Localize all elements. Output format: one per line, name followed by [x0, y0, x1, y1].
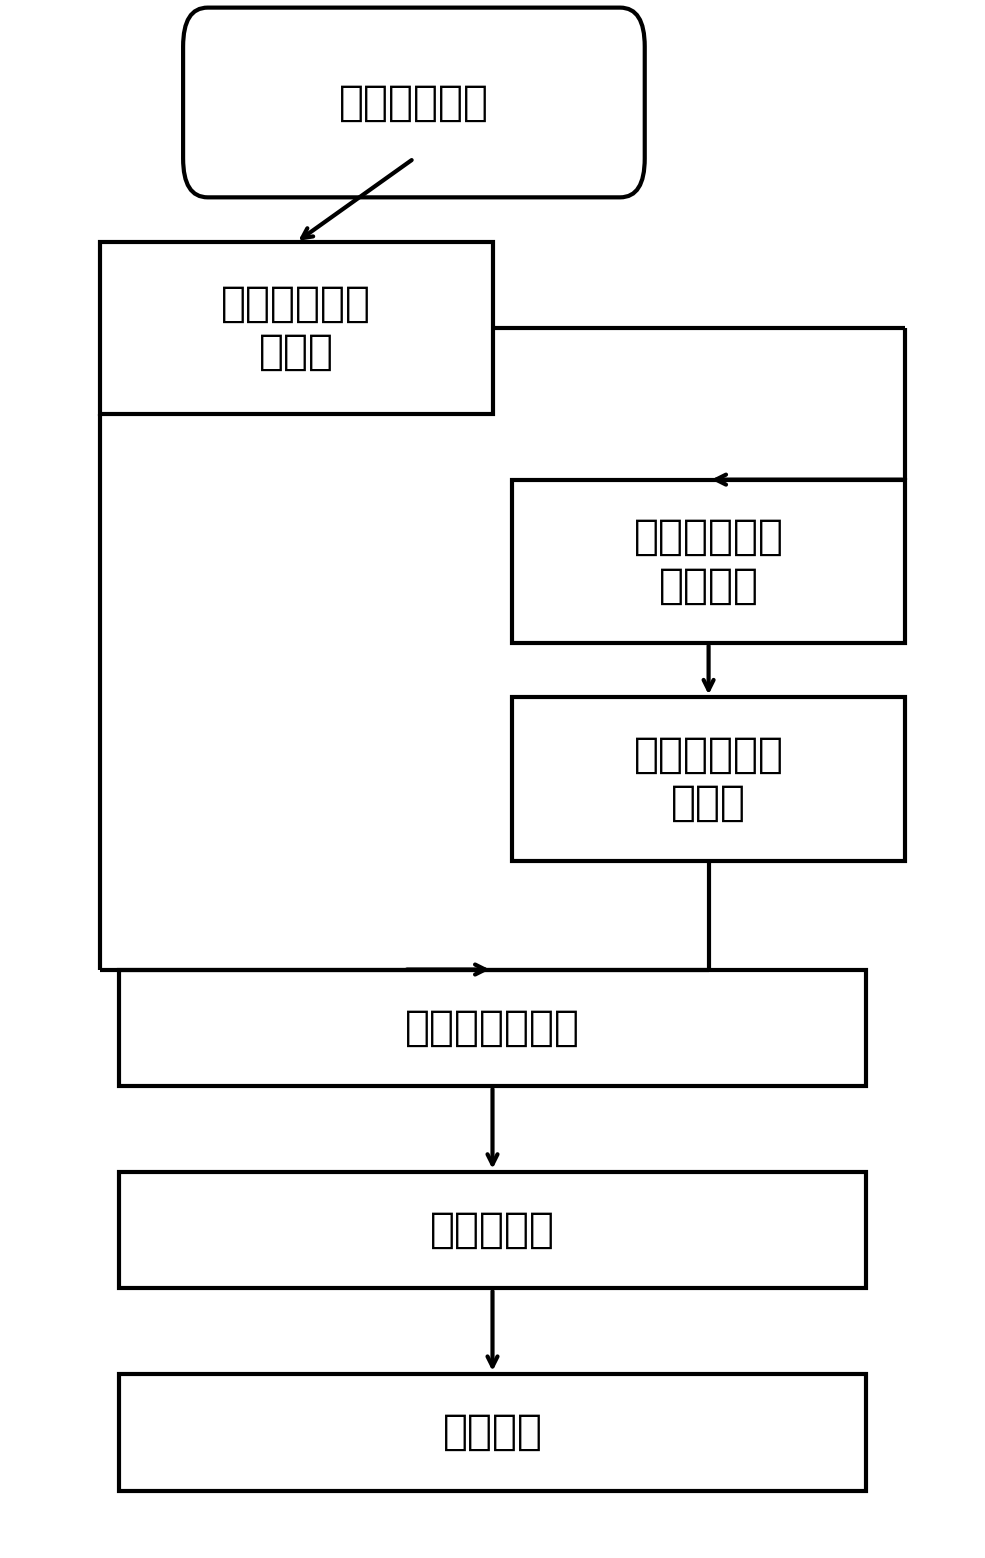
Bar: [119, 1374, 866, 1491]
Text: 采集属于背景
的数据点: 采集属于背景 的数据点: [633, 516, 784, 606]
Bar: [119, 1172, 866, 1288]
Text: 定义荨属度函数: 定义荨属度函数: [405, 1006, 580, 1049]
Text: 生成待棃图像
直方图: 生成待棃图像 直方图: [221, 282, 371, 374]
Text: 缺陷定位: 缺陷定位: [442, 1412, 543, 1454]
Text: 读取待棃图像: 读取待棃图像: [339, 81, 489, 123]
Bar: [99, 243, 493, 413]
Bar: [512, 698, 905, 860]
FancyBboxPatch shape: [183, 8, 645, 198]
Bar: [119, 969, 866, 1086]
Text: 荨属度矩阵: 荨属度矩阵: [430, 1209, 555, 1251]
Bar: [512, 480, 905, 643]
Text: 拟合直方图分
解曲线: 拟合直方图分 解曲线: [633, 734, 784, 824]
